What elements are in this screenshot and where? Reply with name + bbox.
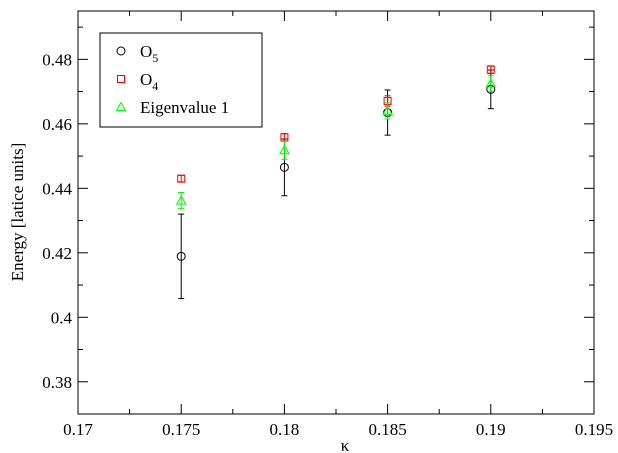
legend-label-main: Eigenvalue 1 xyxy=(140,98,229,117)
y-tick-label: 0.48 xyxy=(42,50,72,69)
legend-label-subscript: 5 xyxy=(152,51,158,65)
legend-marker xyxy=(116,46,126,56)
x-tick-label: 0.195 xyxy=(575,420,613,439)
legend-label: O4 xyxy=(140,70,158,93)
legend-label-subscript: 4 xyxy=(152,79,158,93)
y-tick-label: 0.38 xyxy=(42,373,72,392)
legend-label-main: O xyxy=(140,70,152,89)
x-tick-label: 0.185 xyxy=(368,420,406,439)
x-tick-label: 0.19 xyxy=(476,420,506,439)
data-point xyxy=(176,251,186,261)
legend-marker xyxy=(115,101,127,111)
x-tick-label: 0.18 xyxy=(270,420,300,439)
x-tick-label: 0.17 xyxy=(63,420,93,439)
y-tick-label: 0.4 xyxy=(51,308,73,327)
legend-label-main: O xyxy=(140,42,152,61)
axis-ticks: 0.17 0.175 0.18 0.185 0.19 0.195 0.38 0.4 0.42 0.… xyxy=(42,11,613,439)
legend-box xyxy=(99,32,263,128)
legend-label: Eigenvalue 1 xyxy=(140,98,229,117)
data-point xyxy=(175,195,187,205)
data-point xyxy=(279,162,289,172)
x-axis-title: κ xyxy=(341,436,350,453)
data-point xyxy=(177,174,186,183)
x-tick-label: 0.175 xyxy=(162,420,200,439)
y-tick-label: 0.46 xyxy=(42,115,72,134)
y-tick-label: 0.42 xyxy=(42,244,72,263)
data-marks xyxy=(175,65,497,300)
y-axis-title: Energy [latice units] xyxy=(8,143,27,281)
data-point xyxy=(279,144,290,155)
legend-label: O5 xyxy=(140,42,158,65)
legend-marker xyxy=(117,75,125,83)
data-point xyxy=(485,78,497,88)
y-tick-label: 0.44 xyxy=(42,179,72,198)
data-point xyxy=(486,65,495,74)
data-point xyxy=(382,105,393,115)
